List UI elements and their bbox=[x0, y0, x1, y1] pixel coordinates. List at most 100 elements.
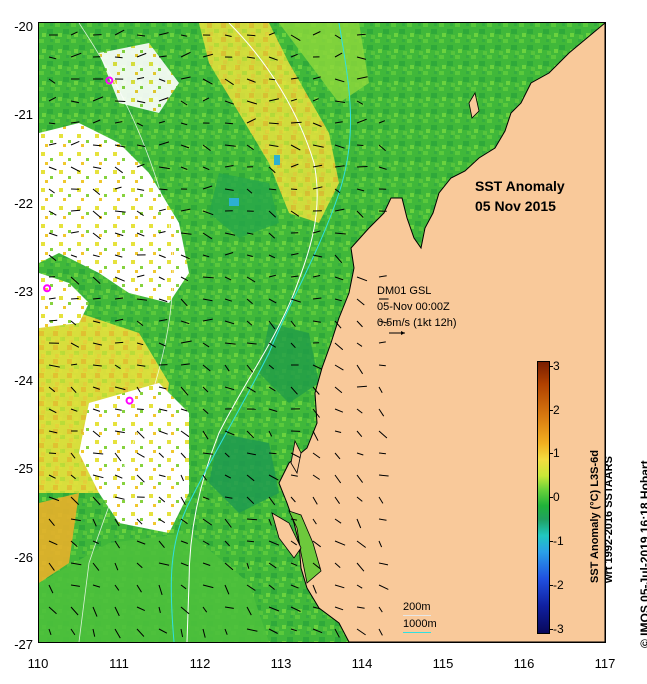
current-vector bbox=[224, 364, 230, 372]
current-vector bbox=[158, 231, 166, 234]
current-vector bbox=[48, 78, 56, 84]
current-vector bbox=[290, 144, 301, 151]
current-vector bbox=[290, 34, 301, 42]
current-vector bbox=[48, 540, 58, 546]
current-vector bbox=[114, 540, 121, 549]
current-vector bbox=[334, 78, 345, 83]
y-tick-label: -27 bbox=[14, 637, 33, 652]
current-vector bbox=[378, 540, 383, 548]
colorbar-label: -3 bbox=[553, 622, 564, 636]
island-2 bbox=[271, 512, 302, 559]
current-vector bbox=[356, 518, 362, 529]
current-vector bbox=[180, 518, 188, 525]
current-vector bbox=[158, 342, 166, 347]
current-vector bbox=[136, 628, 145, 637]
mooring-marker bbox=[43, 284, 52, 293]
current-vector bbox=[246, 188, 253, 194]
current-vector bbox=[334, 320, 342, 329]
current-vector bbox=[70, 496, 80, 505]
current-vector bbox=[334, 232, 346, 235]
current-vector bbox=[378, 386, 383, 393]
current-vector bbox=[180, 606, 190, 615]
current-vector bbox=[378, 628, 383, 636]
current-vector bbox=[202, 408, 209, 414]
current-vector bbox=[356, 342, 363, 347]
current-vector bbox=[312, 31, 321, 36]
current-vector bbox=[246, 430, 255, 439]
current-vector bbox=[180, 254, 190, 260]
current-vector bbox=[246, 320, 253, 326]
current-vector bbox=[114, 364, 121, 370]
current-vector bbox=[356, 628, 366, 636]
current-vector bbox=[70, 140, 80, 146]
current-vector bbox=[378, 275, 387, 278]
current-vector bbox=[114, 584, 120, 591]
current-vector bbox=[48, 188, 55, 194]
current-vector bbox=[202, 430, 209, 440]
current-vector bbox=[202, 144, 211, 152]
current-vector bbox=[268, 408, 278, 412]
mooring-marker bbox=[105, 76, 114, 85]
current-vector bbox=[334, 100, 346, 103]
current-vector bbox=[70, 584, 80, 587]
current-vector bbox=[224, 100, 235, 105]
current-vector bbox=[92, 606, 98, 617]
island-3 bbox=[468, 91, 480, 119]
island-1 bbox=[290, 439, 302, 475]
current-vector bbox=[312, 122, 322, 127]
current-vector bbox=[202, 584, 214, 589]
current-vector bbox=[92, 496, 101, 506]
map-panel[interactable] bbox=[38, 22, 606, 643]
current-vector bbox=[334, 342, 344, 351]
current-vector bbox=[180, 122, 188, 126]
current-vector bbox=[268, 606, 280, 612]
current-vector bbox=[48, 122, 56, 125]
current-vector bbox=[334, 276, 344, 281]
y-tick-label: -24 bbox=[14, 373, 33, 388]
colorbar-label: -1 bbox=[553, 534, 564, 548]
current-vector bbox=[92, 232, 102, 240]
mooring-marker bbox=[125, 396, 134, 405]
current-vector bbox=[268, 474, 279, 481]
current-vector bbox=[378, 518, 387, 521]
current-vector bbox=[356, 33, 366, 36]
current-vector bbox=[180, 386, 189, 396]
current-vector bbox=[268, 32, 275, 36]
current-vector bbox=[114, 186, 122, 190]
current-vector bbox=[312, 364, 323, 370]
x-tick-label: 115 bbox=[432, 656, 454, 671]
current-vector bbox=[92, 518, 97, 527]
current-vector bbox=[92, 119, 101, 124]
current-vector bbox=[268, 430, 273, 437]
current-vector bbox=[202, 386, 209, 393]
current-vector bbox=[158, 141, 170, 146]
current-vector bbox=[70, 386, 77, 394]
current-vector bbox=[70, 276, 80, 285]
current-vector bbox=[356, 100, 364, 105]
current-vector bbox=[312, 186, 323, 190]
current-vector bbox=[356, 56, 367, 60]
current-vector bbox=[356, 118, 367, 124]
current-vector bbox=[224, 452, 230, 458]
current-vector bbox=[48, 584, 54, 594]
current-vector bbox=[224, 144, 236, 147]
current-vector bbox=[246, 100, 258, 105]
current-vector bbox=[268, 452, 277, 455]
current-vector bbox=[290, 77, 299, 80]
current-vector bbox=[136, 77, 145, 80]
current-vector bbox=[158, 32, 169, 36]
current-vector bbox=[114, 100, 126, 102]
current-vector bbox=[224, 232, 236, 236]
current-vector bbox=[290, 188, 298, 190]
current-vector bbox=[356, 276, 368, 282]
current-vector bbox=[180, 166, 188, 170]
current-vector bbox=[48, 319, 58, 322]
current-vector bbox=[180, 232, 192, 235]
current-vector bbox=[268, 584, 275, 590]
current-vector bbox=[202, 452, 214, 455]
current-vector bbox=[202, 540, 210, 546]
current-vector bbox=[246, 56, 255, 59]
current-vector bbox=[378, 562, 389, 566]
current-vector bbox=[70, 540, 78, 547]
current-vector bbox=[114, 341, 124, 344]
